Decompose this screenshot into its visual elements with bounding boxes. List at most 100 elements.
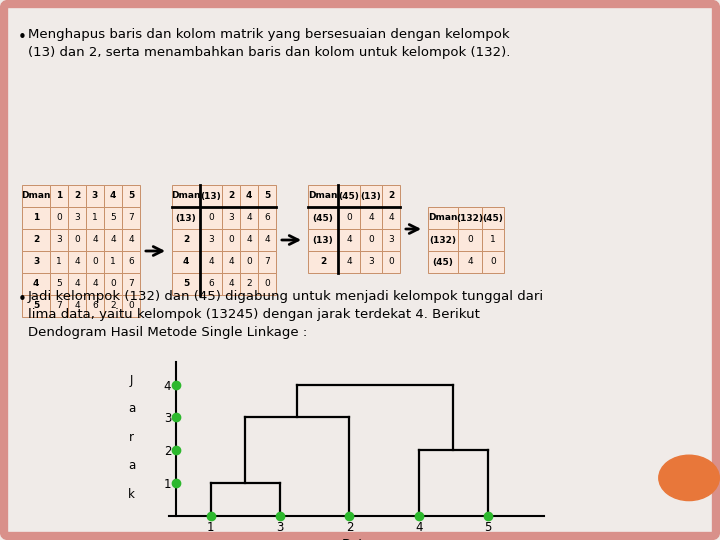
- Bar: [308, 251, 338, 273]
- Text: 2: 2: [33, 235, 39, 245]
- Text: (45): (45): [482, 213, 503, 222]
- Text: 0: 0: [368, 235, 374, 245]
- Bar: [222, 207, 240, 229]
- Bar: [200, 229, 222, 251]
- Text: a: a: [128, 459, 135, 472]
- Bar: [200, 207, 222, 229]
- Bar: [104, 273, 122, 295]
- Bar: [86, 273, 104, 295]
- Text: 4: 4: [74, 301, 80, 310]
- Bar: [200, 273, 222, 295]
- Text: 4: 4: [368, 213, 374, 222]
- Bar: [22, 273, 50, 295]
- Text: 4: 4: [74, 258, 80, 267]
- Text: Dman: Dman: [171, 192, 201, 200]
- Bar: [50, 229, 68, 251]
- Text: (45): (45): [433, 258, 454, 267]
- Text: (132): (132): [456, 213, 484, 222]
- Text: •: •: [18, 292, 27, 307]
- Bar: [50, 251, 68, 273]
- Bar: [122, 185, 140, 207]
- Text: 2: 2: [388, 192, 394, 200]
- Text: 3: 3: [388, 235, 394, 245]
- Bar: [382, 229, 400, 251]
- Bar: [68, 251, 86, 273]
- Text: 1: 1: [490, 235, 496, 245]
- Bar: [104, 295, 122, 317]
- Text: 2: 2: [74, 192, 80, 200]
- Bar: [22, 295, 50, 317]
- Bar: [308, 207, 338, 229]
- Bar: [172, 185, 200, 207]
- Bar: [122, 295, 140, 317]
- Text: 4: 4: [228, 258, 234, 267]
- Text: Jadi kelompok (132) dan (45) digabung untuk menjadi kelompok tunggal dari
lima d: Jadi kelompok (132) dan (45) digabung un…: [28, 290, 544, 339]
- Text: a: a: [128, 402, 135, 415]
- Bar: [86, 251, 104, 273]
- Text: 4: 4: [264, 235, 270, 245]
- Bar: [428, 229, 458, 251]
- Bar: [22, 185, 50, 207]
- Text: 0: 0: [228, 235, 234, 245]
- Text: 3: 3: [368, 258, 374, 267]
- Text: •: •: [18, 30, 27, 45]
- Text: 5: 5: [183, 280, 189, 288]
- Bar: [360, 251, 382, 273]
- Bar: [86, 207, 104, 229]
- Text: 0: 0: [208, 213, 214, 222]
- Text: (13): (13): [312, 235, 333, 245]
- Bar: [258, 229, 276, 251]
- Text: 3: 3: [74, 213, 80, 222]
- Bar: [86, 295, 104, 317]
- Text: (13): (13): [176, 213, 197, 222]
- Text: k: k: [128, 488, 135, 501]
- Text: Dman: Dman: [428, 213, 458, 222]
- Text: Menghapus baris dan kolom matrik yang bersesuaian dengan kelompok
(13) dan 2, se: Menghapus baris dan kolom matrik yang be…: [28, 28, 510, 59]
- Bar: [50, 273, 68, 295]
- Text: 4: 4: [228, 280, 234, 288]
- Text: 3: 3: [208, 235, 214, 245]
- Text: 0: 0: [346, 213, 352, 222]
- Text: 4: 4: [246, 213, 252, 222]
- Bar: [86, 229, 104, 251]
- Text: 0: 0: [490, 258, 496, 267]
- Text: 3: 3: [33, 258, 39, 267]
- Text: 0: 0: [467, 235, 473, 245]
- Text: J: J: [130, 374, 133, 387]
- Text: 4: 4: [467, 258, 473, 267]
- Bar: [222, 251, 240, 273]
- Bar: [258, 207, 276, 229]
- Bar: [240, 185, 258, 207]
- Bar: [50, 207, 68, 229]
- Bar: [222, 229, 240, 251]
- Bar: [122, 251, 140, 273]
- Text: 3: 3: [56, 235, 62, 245]
- Bar: [104, 251, 122, 273]
- Text: 7: 7: [56, 301, 62, 310]
- Text: 3: 3: [92, 192, 98, 200]
- Bar: [172, 251, 200, 273]
- Text: 4: 4: [208, 258, 214, 267]
- Bar: [482, 207, 504, 229]
- Bar: [22, 251, 50, 273]
- Text: (45): (45): [338, 192, 359, 200]
- Text: 7: 7: [128, 213, 134, 222]
- Text: 0: 0: [92, 258, 98, 267]
- Bar: [482, 229, 504, 251]
- Bar: [258, 185, 276, 207]
- Text: 7: 7: [264, 258, 270, 267]
- Bar: [382, 251, 400, 273]
- Text: 4: 4: [110, 192, 116, 200]
- Bar: [86, 185, 104, 207]
- Text: 0: 0: [388, 258, 394, 267]
- Bar: [240, 207, 258, 229]
- Text: 2: 2: [228, 192, 234, 200]
- Text: 0: 0: [264, 280, 270, 288]
- Bar: [338, 229, 360, 251]
- Text: 7: 7: [128, 280, 134, 288]
- Text: 1: 1: [33, 213, 39, 222]
- Text: Dman: Dman: [308, 192, 338, 200]
- Bar: [68, 185, 86, 207]
- Bar: [240, 251, 258, 273]
- Text: r: r: [130, 431, 134, 444]
